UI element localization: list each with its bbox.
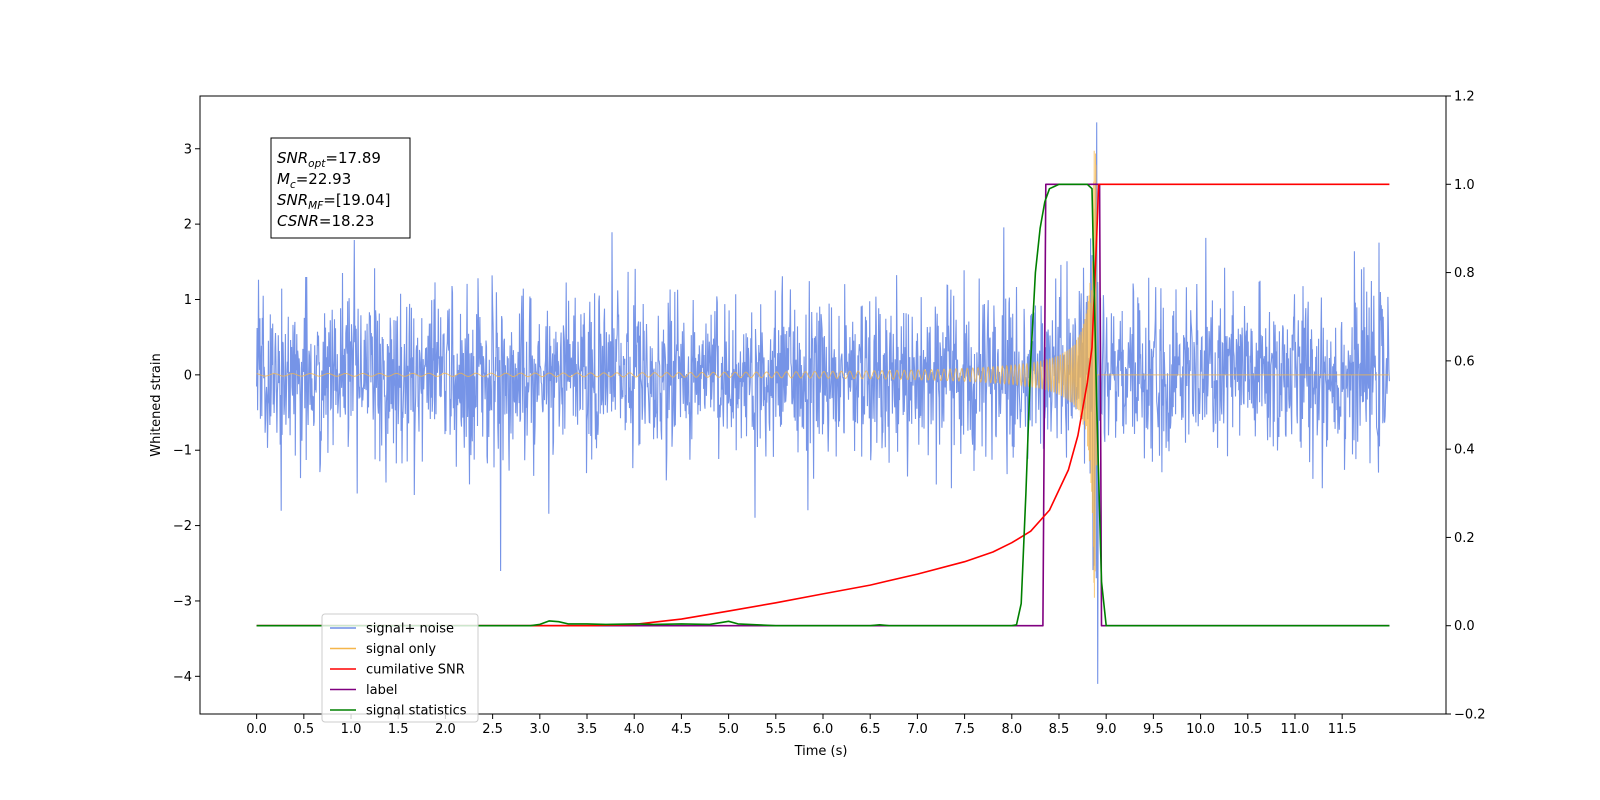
legend-label: signal only <box>366 642 436 657</box>
y-right-tick-label: 0.0 <box>1454 619 1475 634</box>
x-tick-label: 11.5 <box>1328 722 1357 737</box>
annotation-line: SNRMF=[19.04] <box>277 191 391 212</box>
y-left-tick-label: −3 <box>173 594 192 609</box>
y-right-tick-label: 1.2 <box>1454 90 1475 105</box>
legend-label: signal statistics <box>366 704 467 719</box>
x-tick-label: 7.5 <box>954 722 975 737</box>
x-tick-label: 2.0 <box>435 722 456 737</box>
y-left-tick-label: 3 <box>184 142 192 157</box>
x-axis-ticks: 0.0 0.5 1.0 1.5 2.0 2.5 3.0 3.5 4.0 4.5 5.0 5.5 6.0 6… <box>246 714 1357 737</box>
x-tick-label: 6.0 <box>813 722 834 737</box>
annotation-frame <box>270 137 411 239</box>
legend-label: cumilative SNR <box>366 663 465 678</box>
x-tick-label: 2.5 <box>482 722 503 737</box>
x-tick-label: 11.0 <box>1280 722 1309 737</box>
x-tick-label: 7.0 <box>907 722 928 737</box>
signal-only-line <box>256 150 1390 598</box>
legend-label: label <box>366 683 397 698</box>
x-tick-label: 5.0 <box>718 722 739 737</box>
x-tick-label: 4.5 <box>671 722 692 737</box>
x-tick-label: 9.0 <box>1096 722 1117 737</box>
legend-label: signal+ noise <box>366 622 454 637</box>
y-left-tick-label: 1 <box>184 293 192 308</box>
annotation-line: SNRopt=17.89 <box>277 149 381 170</box>
x-axis-title: Time (s) <box>794 744 848 759</box>
x-tick-label: 9.5 <box>1143 722 1164 737</box>
y-right-tick-label: 0.8 <box>1454 266 1475 281</box>
y-left-tick-label: 2 <box>184 218 192 233</box>
x-tick-label: 5.5 <box>765 722 786 737</box>
stats-annotation-box: SNRopt=17.89Mc=22.93SNRMF=[19.04]CSNR=18… <box>270 137 411 239</box>
annotation-line: Mc=22.93 <box>277 170 351 191</box>
x-tick-label: 0.0 <box>246 722 267 737</box>
annotation-line: CSNR=18.23 <box>277 212 374 230</box>
y-left-tick-label: −2 <box>173 519 192 534</box>
y-axis-right-ticks: −0.2 0.0 0.2 0.4 0.6 0.8 1.0 1.2 <box>1446 90 1486 723</box>
x-tick-label: 8.0 <box>1001 722 1022 737</box>
y-axis-left-ticks: −4 −3 −2 −1 0 1 2 3 <box>173 142 200 685</box>
y-left-tick-label: −4 <box>173 670 192 685</box>
y-right-tick-label: 0.2 <box>1454 531 1475 546</box>
x-tick-label: 3.0 <box>529 722 550 737</box>
y-right-tick-label: −0.2 <box>1454 708 1486 723</box>
legend: signal+ noise signal only cumilative SNR la… <box>321 613 479 723</box>
x-tick-label: 10.0 <box>1186 722 1215 737</box>
x-tick-label: 4.0 <box>624 722 645 737</box>
y-right-tick-label: 0.6 <box>1454 354 1475 369</box>
x-tick-label: 8.5 <box>1049 722 1070 737</box>
y-right-tick-label: 0.4 <box>1454 443 1475 458</box>
x-tick-label: 3.5 <box>577 722 598 737</box>
x-tick-label: 1.5 <box>388 722 409 737</box>
y-left-tick-label: −1 <box>173 444 192 459</box>
y-left-tick-label: 0 <box>184 368 192 383</box>
x-tick-label: 1.0 <box>341 722 362 737</box>
signal-statistics-line <box>256 183 1390 627</box>
x-tick-label: 6.5 <box>860 722 881 737</box>
signal-only-series <box>256 150 1390 598</box>
legend-frame <box>321 613 479 723</box>
y-right-tick-label: 1.0 <box>1454 178 1475 193</box>
x-tick-label: 0.5 <box>293 722 314 737</box>
x-tick-label: 10.5 <box>1233 722 1262 737</box>
y-axis-title: Whitened strain <box>149 353 164 456</box>
right-axis-series <box>256 183 1390 627</box>
